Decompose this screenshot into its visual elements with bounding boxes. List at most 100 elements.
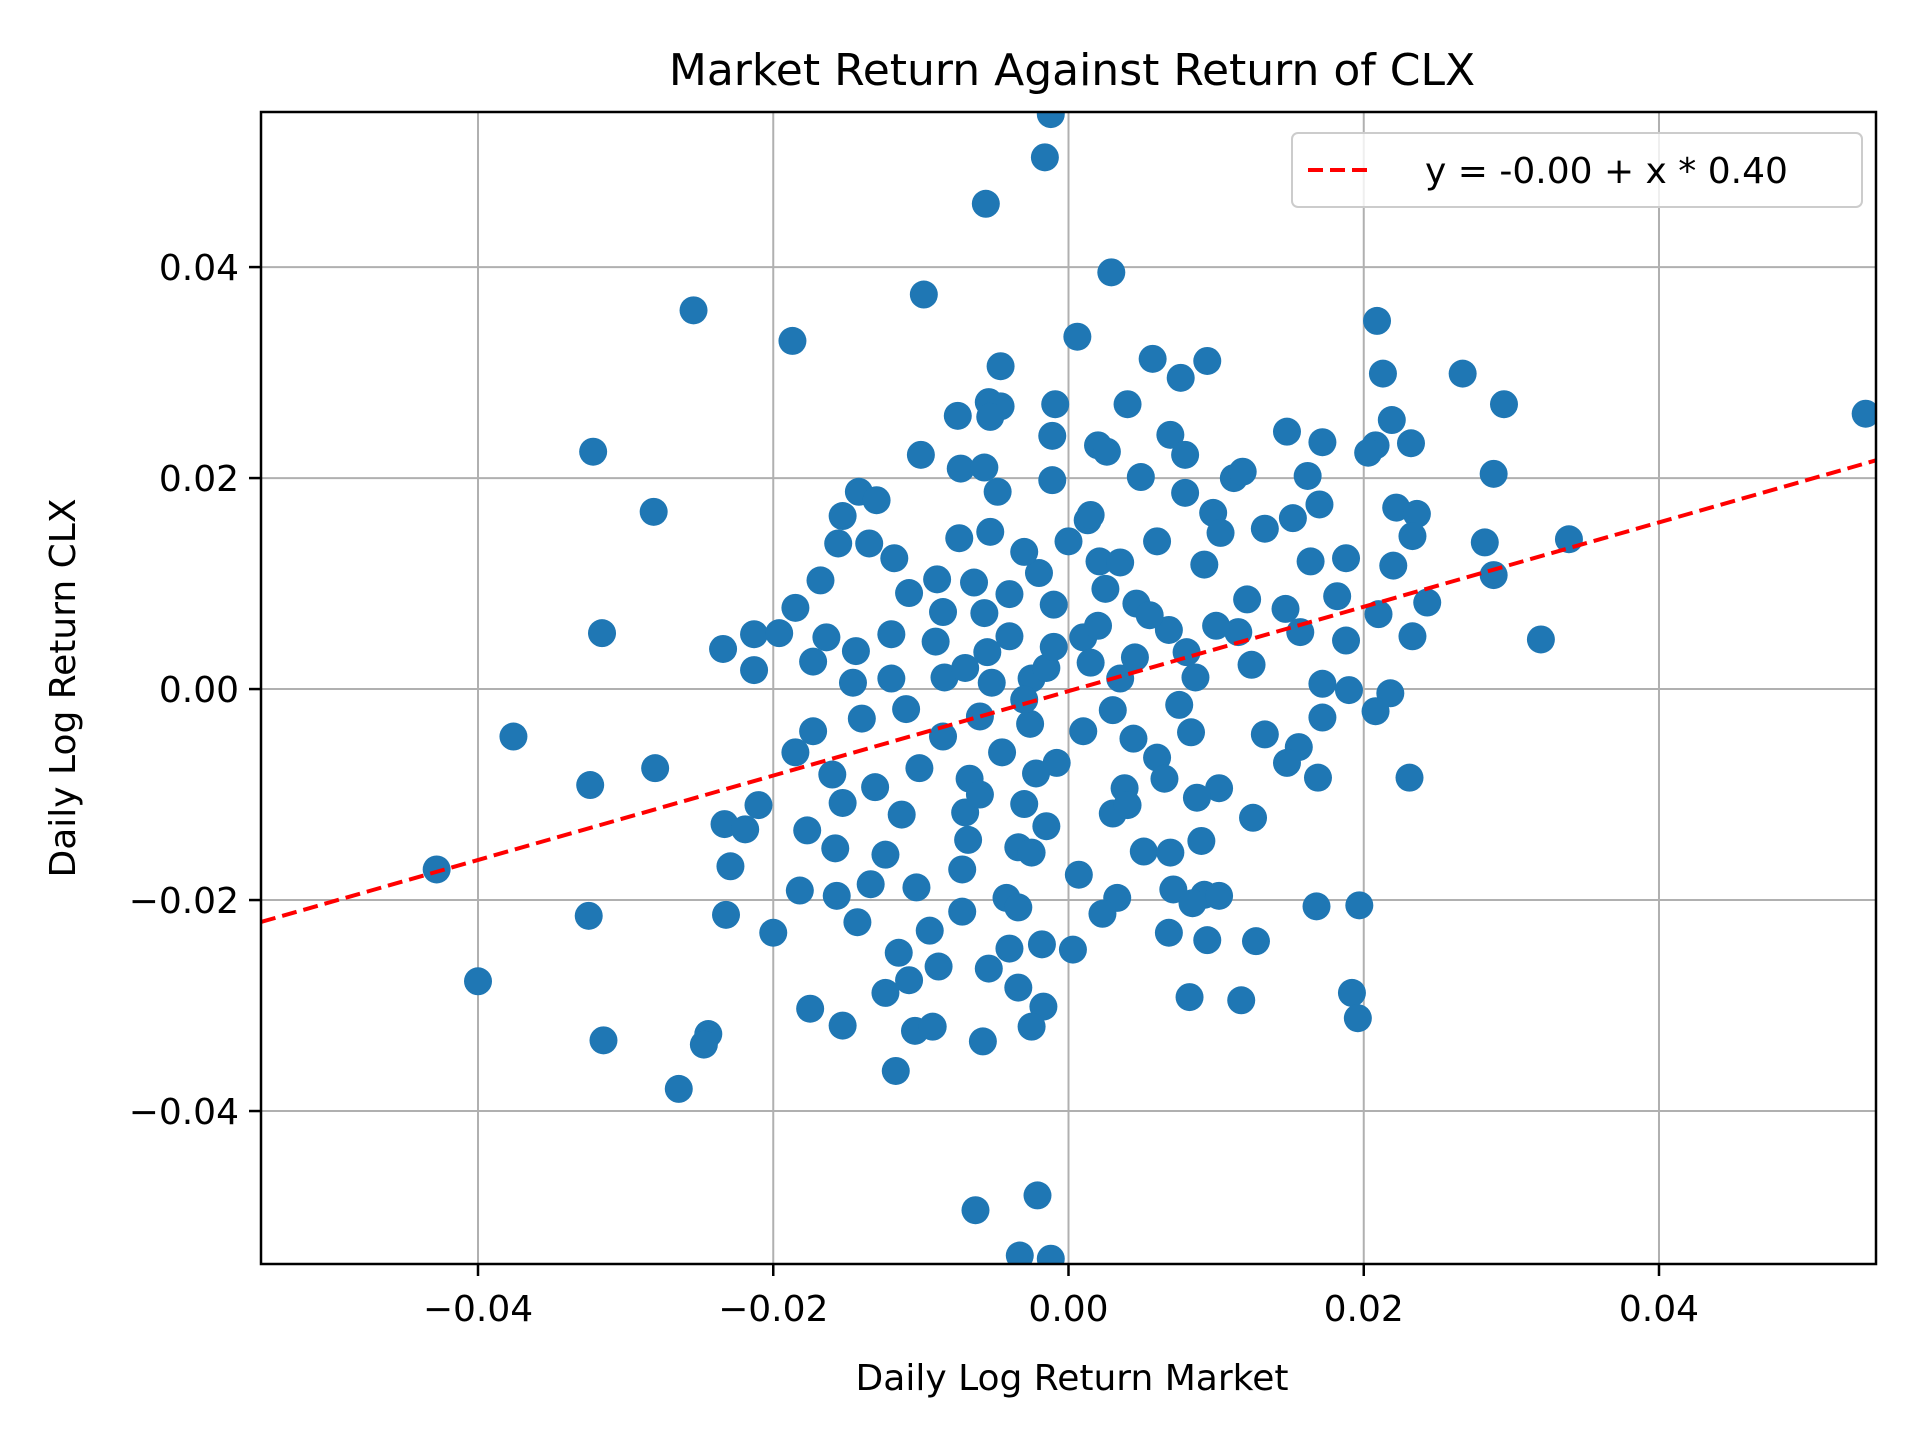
legend: y = -0.00 + x * 0.40 [1291, 132, 1863, 208]
data-point [778, 326, 807, 355]
data-point [1084, 611, 1113, 640]
data-point [1143, 743, 1172, 772]
x-axis-label: Daily Log Return Market [856, 1358, 1289, 1399]
data-point [793, 816, 822, 845]
data-point [1036, 112, 1065, 129]
data-point [862, 486, 891, 515]
data-point [1038, 421, 1067, 450]
data-point [588, 619, 617, 648]
data-point [1489, 390, 1518, 419]
data-point [1038, 466, 1067, 495]
data-point [679, 296, 708, 325]
data-point [1278, 504, 1307, 533]
data-point [1296, 547, 1325, 576]
data-point [995, 622, 1024, 651]
data-point [1088, 899, 1117, 928]
data-point [1368, 359, 1397, 388]
data-point [1323, 582, 1352, 611]
data-point [641, 754, 670, 783]
data-point [921, 627, 950, 656]
data-point [828, 788, 857, 817]
data-point [856, 870, 885, 899]
data-point [1126, 463, 1155, 492]
data-point [1337, 978, 1366, 1007]
grid-lines [261, 112, 1876, 1264]
data-point [806, 566, 835, 595]
data-point [1042, 748, 1071, 777]
data-point [974, 954, 1003, 983]
data-point [1308, 703, 1337, 732]
data-point [1303, 763, 1332, 792]
data-point [1165, 690, 1194, 719]
data-point [1154, 615, 1183, 644]
data-point [1069, 717, 1098, 746]
data-point [971, 189, 1000, 218]
data-point [918, 1012, 947, 1041]
data-point [1286, 618, 1315, 647]
data-point [1479, 459, 1508, 488]
data-point [689, 1030, 718, 1059]
data-point [781, 593, 810, 622]
data-point [576, 771, 605, 800]
data-point [464, 967, 493, 996]
data-point [983, 477, 1012, 506]
data-point [929, 722, 958, 751]
data-point [1177, 718, 1206, 747]
data-point [1039, 632, 1068, 661]
data-point [1135, 601, 1164, 630]
data-point [1479, 561, 1508, 590]
data-point [712, 900, 741, 929]
data-point [871, 978, 900, 1007]
scatter-points [422, 112, 1876, 1264]
data-point [1017, 1012, 1046, 1041]
data-point [1308, 669, 1337, 698]
data-point [1004, 973, 1033, 1002]
data-point [1010, 537, 1039, 566]
data-point [1106, 664, 1135, 693]
data-point [1076, 500, 1105, 529]
data-point [965, 702, 994, 731]
data-point [824, 529, 853, 558]
data-point [1064, 860, 1093, 889]
data-point [960, 568, 989, 597]
data-point [1190, 550, 1219, 579]
data-point [1098, 696, 1127, 725]
data-point [1345, 891, 1374, 920]
data-point [961, 1196, 990, 1225]
data-point [929, 598, 958, 627]
data-point [716, 852, 745, 881]
data-point [948, 855, 977, 884]
data-point [796, 994, 825, 1023]
data-point [1250, 514, 1279, 543]
legend-box [1291, 132, 1863, 208]
x-axis-ticks: −0.04 −0.02 0.00 0.02 0.04 [423, 1264, 1699, 1330]
data-point [1202, 611, 1231, 640]
data-point [1016, 709, 1045, 738]
data-point [906, 440, 935, 469]
data-point [1377, 406, 1406, 435]
data-point [1030, 143, 1059, 172]
x-tick-label: 0.02 [1324, 1289, 1404, 1330]
data-point [976, 402, 1005, 431]
data-point [1005, 1241, 1034, 1264]
data-point [821, 834, 850, 863]
data-point [1023, 1181, 1052, 1210]
data-point [664, 1074, 693, 1103]
data-point [740, 656, 769, 685]
data-point [855, 529, 884, 558]
data-point [1119, 724, 1148, 753]
data-point [943, 401, 972, 430]
data-point [1156, 420, 1185, 449]
data-point [954, 825, 983, 854]
data-point [1063, 322, 1092, 351]
data-point [1272, 748, 1301, 777]
data-point [1113, 390, 1142, 419]
data-point [1004, 893, 1033, 922]
y-tick-label: 0.02 [159, 459, 239, 500]
data-point [828, 1011, 857, 1040]
data-point [895, 966, 924, 995]
data-point [1526, 625, 1555, 654]
data-point [1154, 918, 1183, 947]
data-point [1156, 838, 1185, 867]
data-point [744, 791, 773, 820]
